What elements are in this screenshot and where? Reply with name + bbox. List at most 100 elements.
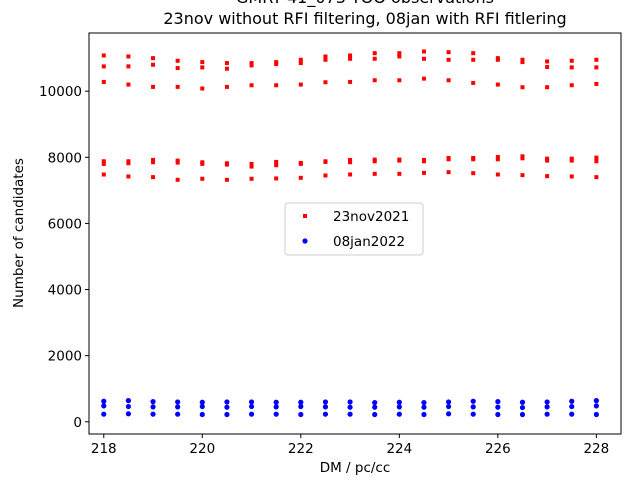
- point-23nov2021: [495, 154, 500, 159]
- point-08jan2022: [273, 399, 279, 405]
- point-23nov2021: [101, 53, 106, 58]
- point-23nov2021: [446, 50, 451, 55]
- point-08jan2022: [248, 403, 255, 410]
- point-08jan2022: [593, 398, 599, 404]
- point-08jan2022: [445, 403, 452, 410]
- y-tick-label: 6000: [48, 216, 82, 232]
- x-tick-label: 224: [386, 441, 412, 457]
- point-23nov2021: [323, 173, 328, 178]
- point-08jan2022: [101, 398, 107, 404]
- point-23nov2021: [175, 84, 180, 89]
- point-23nov2021: [200, 60, 205, 65]
- point-23nov2021: [421, 49, 426, 54]
- point-23nov2021: [126, 174, 131, 179]
- point-08jan2022: [298, 399, 304, 405]
- point-23nov2021: [274, 62, 279, 67]
- point-23nov2021: [569, 65, 574, 70]
- point-08jan2022: [470, 398, 476, 404]
- point-08jan2022: [519, 399, 526, 405]
- point-08jan2022: [199, 399, 205, 405]
- point-23nov2021: [372, 56, 377, 61]
- point-23nov2021: [249, 161, 254, 166]
- point-08jan2022: [396, 399, 402, 405]
- point-23nov2021: [397, 78, 402, 83]
- point-23nov2021: [569, 158, 574, 163]
- point-23nov2021: [175, 160, 180, 165]
- point-23nov2021: [274, 163, 279, 168]
- x-tick-label: 222: [288, 441, 314, 457]
- y-tick-label: 8000: [48, 150, 82, 166]
- point-23nov2021: [545, 85, 550, 90]
- point-08jan2022: [101, 403, 107, 409]
- point-08jan2022: [125, 411, 132, 417]
- point-08jan2022: [569, 403, 575, 410]
- point-23nov2021: [569, 58, 574, 63]
- point-23nov2021: [175, 177, 180, 182]
- plot-marks: [101, 49, 599, 418]
- point-23nov2021: [274, 83, 279, 88]
- point-08jan2022: [445, 411, 452, 417]
- point-23nov2021: [372, 159, 377, 164]
- point-23nov2021: [151, 160, 156, 165]
- point-23nov2021: [471, 157, 476, 162]
- point-08jan2022: [150, 411, 156, 417]
- x-tick-label: 220: [189, 441, 215, 457]
- point-23nov2021: [348, 172, 353, 177]
- point-08jan2022: [101, 411, 107, 417]
- point-23nov2021: [348, 53, 353, 58]
- x-tick-label: 228: [583, 441, 609, 457]
- point-23nov2021: [151, 175, 156, 180]
- point-23nov2021: [101, 79, 106, 84]
- point-23nov2021: [101, 159, 106, 164]
- point-23nov2021: [545, 174, 550, 179]
- point-23nov2021: [421, 159, 426, 164]
- point-23nov2021: [274, 159, 279, 164]
- point-23nov2021: [372, 78, 377, 83]
- point-08jan2022: [544, 411, 550, 417]
- point-08jan2022: [347, 404, 353, 410]
- point-23nov2021: [421, 56, 426, 61]
- point-23nov2021: [200, 65, 205, 70]
- point-08jan2022: [322, 411, 329, 417]
- point-23nov2021: [569, 83, 574, 88]
- point-08jan2022: [569, 398, 575, 404]
- point-23nov2021: [495, 172, 500, 177]
- point-23nov2021: [594, 57, 599, 62]
- chart-title: GMRT 41_073 TOO observations: [236, 0, 494, 8]
- point-23nov2021: [545, 59, 550, 64]
- point-08jan2022: [175, 404, 181, 410]
- point-23nov2021: [421, 76, 426, 81]
- point-08jan2022: [445, 399, 452, 405]
- point-23nov2021: [372, 51, 377, 56]
- point-23nov2021: [594, 155, 599, 160]
- point-23nov2021: [224, 84, 229, 89]
- point-23nov2021: [126, 64, 131, 69]
- point-23nov2021: [151, 84, 156, 89]
- point-08jan2022: [298, 411, 304, 418]
- point-23nov2021: [175, 58, 180, 63]
- point-23nov2021: [200, 161, 205, 166]
- point-23nov2021: [471, 51, 476, 56]
- point-23nov2021: [249, 63, 254, 68]
- point-23nov2021: [446, 157, 451, 162]
- point-23nov2021: [348, 79, 353, 84]
- point-08jan2022: [298, 403, 304, 410]
- point-23nov2021: [298, 61, 303, 66]
- y-axis-label: Number of candidates: [11, 158, 27, 308]
- point-23nov2021: [520, 173, 525, 178]
- point-23nov2021: [495, 57, 500, 62]
- point-08jan2022: [519, 404, 526, 411]
- point-08jan2022: [495, 411, 501, 418]
- point-08jan2022: [322, 399, 329, 405]
- point-23nov2021: [249, 83, 254, 88]
- point-23nov2021: [126, 82, 131, 87]
- point-23nov2021: [397, 54, 402, 59]
- point-08jan2022: [593, 403, 599, 409]
- point-08jan2022: [495, 399, 501, 405]
- point-23nov2021: [298, 175, 303, 180]
- point-08jan2022: [322, 404, 329, 410]
- point-23nov2021: [200, 86, 205, 91]
- point-08jan2022: [396, 404, 402, 410]
- point-08jan2022: [495, 404, 501, 410]
- point-08jan2022: [421, 404, 427, 410]
